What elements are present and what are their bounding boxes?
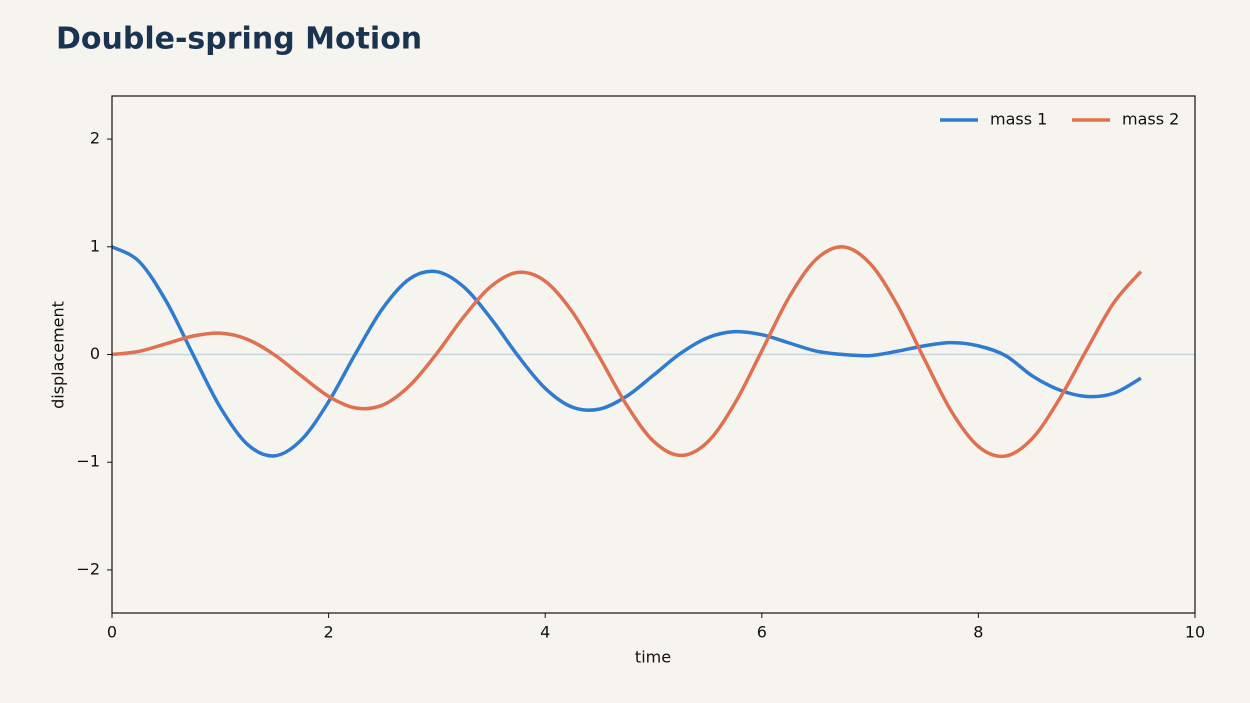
chart-title: Double-spring Motion <box>56 22 422 57</box>
y-tick-label: 1 <box>90 236 100 255</box>
plot-frame <box>111 95 1196 614</box>
y-tick-label: 2 <box>90 129 100 148</box>
y-tick-label: 0 <box>90 344 100 363</box>
x-tick-label: 2 <box>324 623 334 642</box>
x-tick-label: 6 <box>757 623 767 642</box>
x-tick-label: 10 <box>1185 623 1205 642</box>
x-tick-label: 8 <box>973 623 983 642</box>
legend-label: mass 2 <box>1122 110 1179 129</box>
y-tick-label: −1 <box>76 452 100 471</box>
line <box>111 245 1143 459</box>
y-tick-label: −2 <box>76 559 100 578</box>
legend-label: mass 1 <box>990 110 1047 129</box>
y-axis-label: displacement <box>49 301 68 409</box>
line <box>111 245 1142 458</box>
x-axis-label: time <box>635 648 671 667</box>
x-tick-label: 4 <box>540 623 550 642</box>
x-tick-label: 0 <box>107 623 117 642</box>
